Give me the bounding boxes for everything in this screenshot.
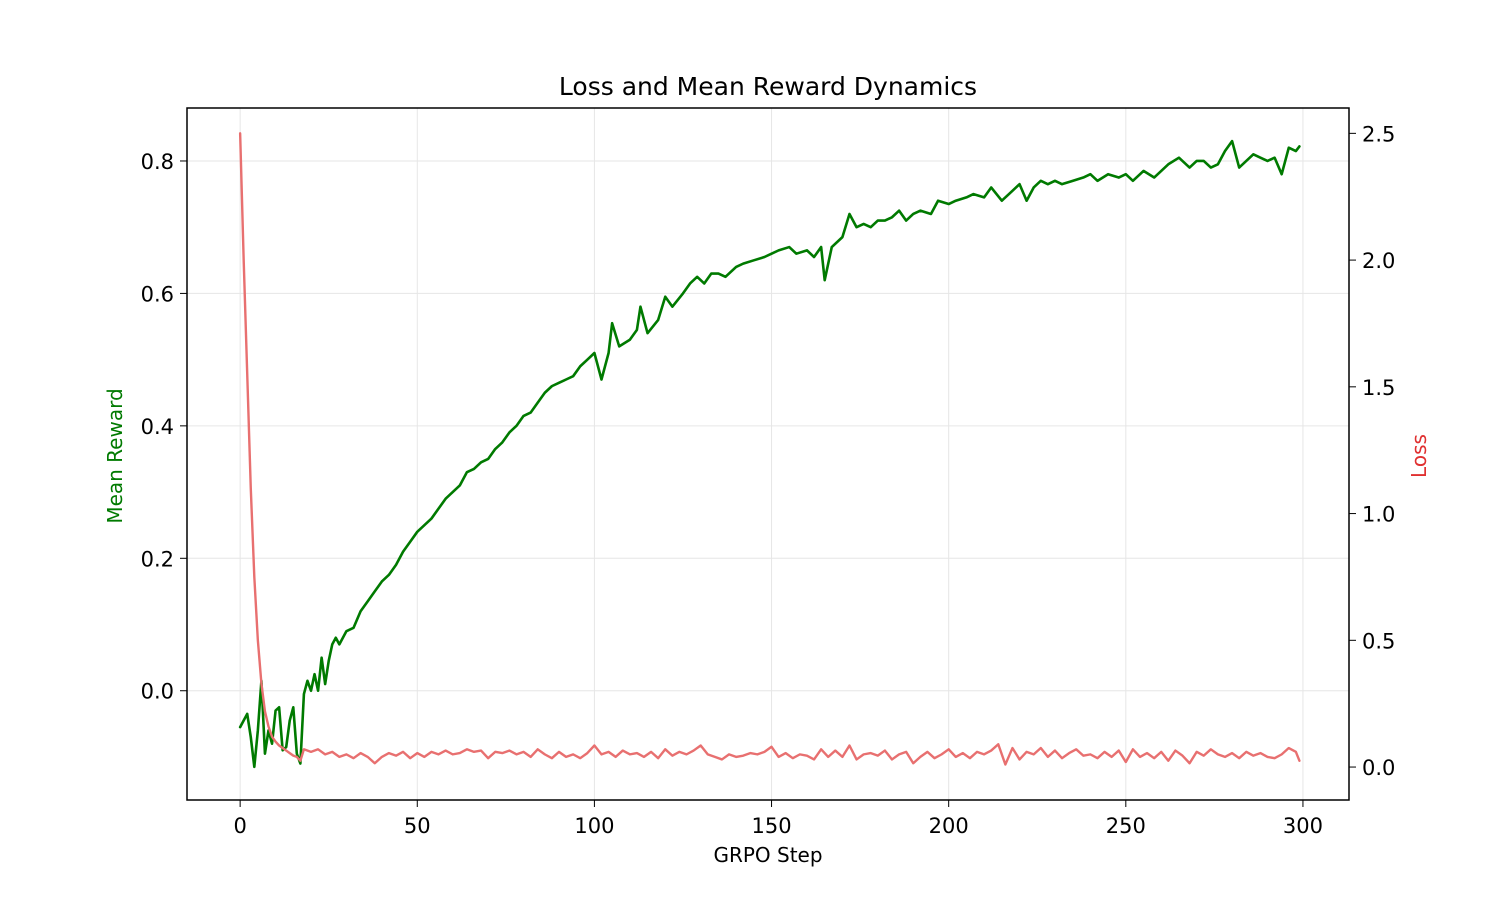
ticks: 0 50 100 150 200 250 300 0.0 0.2 0.4 0.6 0.8 0.0 0.5 1… <box>141 122 1396 838</box>
y-right-tick-label: 1.0 <box>1362 503 1395 527</box>
x-tick-label: 300 <box>1283 814 1323 838</box>
x-axis-label: GRPO Step <box>713 843 822 867</box>
x-tick-label: 0 <box>233 814 246 838</box>
y-right-tick-label: 0.5 <box>1362 629 1395 653</box>
chart-title: Loss and Mean Reward Dynamics <box>559 72 977 101</box>
y-right-tick-label: 2.5 <box>1362 122 1395 146</box>
series-layer <box>238 132 1301 769</box>
y-left-tick-label: 0.8 <box>141 150 174 174</box>
y-right-tick-label: 2.0 <box>1362 249 1395 273</box>
x-tick-label: 50 <box>404 814 431 838</box>
loss-line <box>238 132 1301 766</box>
y-left-tick-label: 0.6 <box>141 282 174 306</box>
x-tick-label: 200 <box>929 814 969 838</box>
y-left-tick-label: 0.0 <box>141 680 174 704</box>
y-left-tick-label: 0.4 <box>141 415 174 439</box>
grid-lines <box>187 108 1349 800</box>
y-right-tick-label: 1.5 <box>1362 376 1395 400</box>
y-left-tick-label: 0.2 <box>141 547 174 571</box>
y-right-tick-label: 0.0 <box>1362 756 1395 780</box>
plot-frame <box>186 107 1350 801</box>
x-tick-label: 150 <box>751 814 791 838</box>
x-tick-label: 250 <box>1106 814 1146 838</box>
mean-reward-line <box>238 139 1301 769</box>
y-axis-right-label: Loss <box>1407 434 1431 478</box>
x-tick-label: 100 <box>574 814 614 838</box>
y-axis-left-label: Mean Reward <box>103 388 127 523</box>
